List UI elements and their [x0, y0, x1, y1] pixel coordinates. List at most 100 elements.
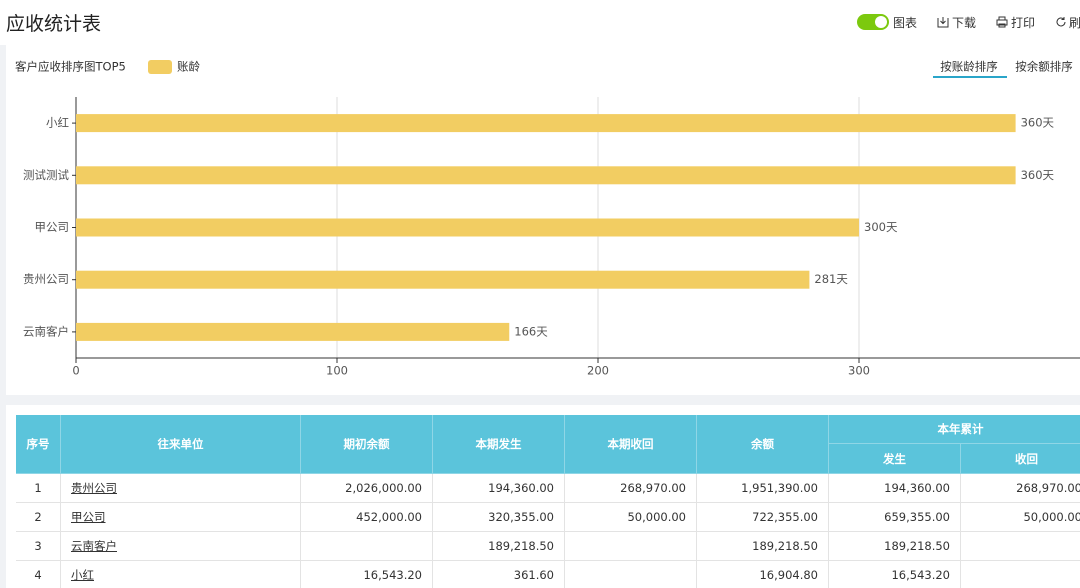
table-cell-text: 452,000.00: [356, 510, 422, 524]
table-cell: 甲公司: [61, 503, 301, 532]
value-label: 166天: [514, 324, 548, 338]
x-tick-label: 200: [587, 364, 609, 378]
header-cell-text: 往来单位: [157, 437, 204, 451]
bar: [76, 270, 810, 289]
table-cell-text: 16,904.80: [759, 568, 818, 582]
sub-header-cell: 发生: [829, 444, 961, 474]
header-cell: 往来单位: [61, 415, 301, 474]
table-cell-text: 194,360.00: [488, 481, 554, 495]
table-cell: 361.60: [433, 561, 565, 588]
table-cell-text: 722,355.00: [752, 510, 818, 524]
table-cell-text: 4: [34, 568, 42, 582]
table-cell: 50,000.00: [565, 503, 697, 532]
legend-swatch: [148, 60, 172, 74]
table-cell: [565, 561, 697, 588]
table-cell-text[interactable]: 贵州公司: [71, 481, 117, 495]
table-cell: 贵州公司: [61, 474, 301, 503]
table-cell: 50,000.00: [961, 503, 1080, 532]
table-cell-text: 2,026,000.00: [345, 481, 422, 495]
x-tick-label: 100: [326, 364, 348, 378]
table-cell: 320,355.00: [433, 503, 565, 532]
table-cell: 16,543.20: [301, 561, 433, 588]
legend-label: 账龄: [177, 60, 200, 74]
table-cell-text: 361.60: [513, 568, 554, 582]
table-cell: 4: [16, 561, 61, 588]
x-tick-label: 0: [72, 364, 79, 378]
table-cell-text: 189,218.50: [488, 539, 554, 553]
table-cell-text: 3: [34, 539, 42, 553]
toolbar-refresh[interactable]: 刷新: [1069, 16, 1080, 30]
table-cell-text: 50,000.00: [1023, 510, 1080, 524]
sort-by-age[interactable]: 按账龄排序: [940, 60, 998, 74]
table-cell-text: 268,970.00: [1016, 481, 1080, 495]
table-cell-text[interactable]: 云南客户: [71, 539, 117, 553]
table-cell: 云南客户: [61, 532, 301, 561]
table-cell: [565, 532, 697, 561]
header-cell: 本期发生: [433, 415, 565, 474]
sort-by-balance[interactable]: 按余额排序: [1015, 60, 1073, 74]
bar: [76, 218, 859, 237]
table-cell-text[interactable]: 小红: [71, 568, 94, 582]
table-cell-text: 189,218.50: [884, 539, 950, 553]
header-cell-text: 本期发生: [475, 437, 522, 451]
header-cell: 余额: [697, 415, 829, 474]
top-bar: 应收统计表 图表 下载 打印 刷新: [0, 0, 1080, 45]
table-cell: 2: [16, 503, 61, 532]
y-tick-label: 小红: [46, 116, 69, 130]
chart-panel: 客户应收排序图TOP5 账龄 按账龄排序 按余额排序 0 100 200 300 小红 360天测…: [6, 45, 1080, 395]
y-tick-label: 云南客户: [23, 324, 69, 338]
table-panel: 序号 往来单位 期初余额 本期发生 本期收回 余额 本年累计发生 收回 1 贵州公司 2,026,0…: [6, 405, 1080, 588]
value-label: 360天: [1021, 116, 1055, 130]
table-cell: 小红: [61, 561, 301, 588]
table-cell-text[interactable]: 甲公司: [71, 510, 106, 524]
table-cell-text: 1,951,390.00: [741, 481, 818, 495]
y-tick-label: 测试测试: [23, 168, 69, 182]
table-cell-text: 659,355.00: [884, 510, 950, 524]
table-cell: 2,026,000.00: [301, 474, 433, 503]
print-icon: [996, 16, 1008, 28]
table-cell-text: 268,970.00: [620, 481, 686, 495]
value-label: 300天: [864, 220, 898, 234]
toolbar-print[interactable]: 打印: [1011, 16, 1036, 30]
table-cell: 194,360.00: [433, 474, 565, 503]
header-cell: 本期收回: [565, 415, 697, 474]
header-cell-text: 本期收回: [607, 437, 654, 451]
header-cell-text: 期初余额: [343, 437, 390, 451]
sub-header-cell-text: 发生: [883, 451, 906, 466]
table-cell-text: 1: [34, 481, 42, 495]
table-cell: 1,951,390.00: [697, 474, 829, 503]
table-cell: 194,360.00: [829, 474, 961, 503]
table-cell: 3: [16, 532, 61, 561]
table-cell-text: 189,218.50: [752, 539, 818, 553]
table-cell: 452,000.00: [301, 503, 433, 532]
table-cell: 16,904.80: [697, 561, 829, 588]
table-cell: 268,970.00: [565, 474, 697, 503]
table-cell: [961, 561, 1080, 588]
download-icon: [937, 17, 949, 28]
x-tick-label: 300: [848, 364, 870, 378]
chart-title: 客户应收排序图TOP5: [15, 60, 126, 74]
toolbar-download[interactable]: 下载: [952, 16, 977, 30]
header-cell: 期初余额: [301, 415, 433, 474]
group-header-text: 本年累计: [937, 422, 984, 436]
table-cell-text: 16,543.20: [363, 568, 422, 582]
page-title: 应收统计表: [6, 13, 102, 35]
table-cell-text: 320,355.00: [488, 510, 554, 524]
table-cell: 189,218.50: [829, 532, 961, 561]
group-header: 本年累计: [829, 415, 1080, 444]
refresh-icon: [1056, 17, 1066, 27]
chart-toggle[interactable]: [856, 13, 890, 31]
bar: [76, 166, 1016, 185]
sub-header-cell: 收回: [961, 444, 1080, 474]
header-cell: 序号: [16, 415, 61, 474]
toolbar-chart[interactable]: 图表: [893, 16, 918, 30]
table-cell: 189,218.50: [433, 532, 565, 561]
header-cell-text: 余额: [751, 437, 774, 451]
table-cell: 189,218.50: [697, 532, 829, 561]
table-cell-text: 194,360.00: [884, 481, 950, 495]
table-cell: [301, 532, 433, 561]
y-tick-label: 甲公司: [35, 220, 70, 234]
table-cell-text: 16,543.20: [891, 568, 950, 582]
value-label: 281天: [814, 272, 848, 286]
